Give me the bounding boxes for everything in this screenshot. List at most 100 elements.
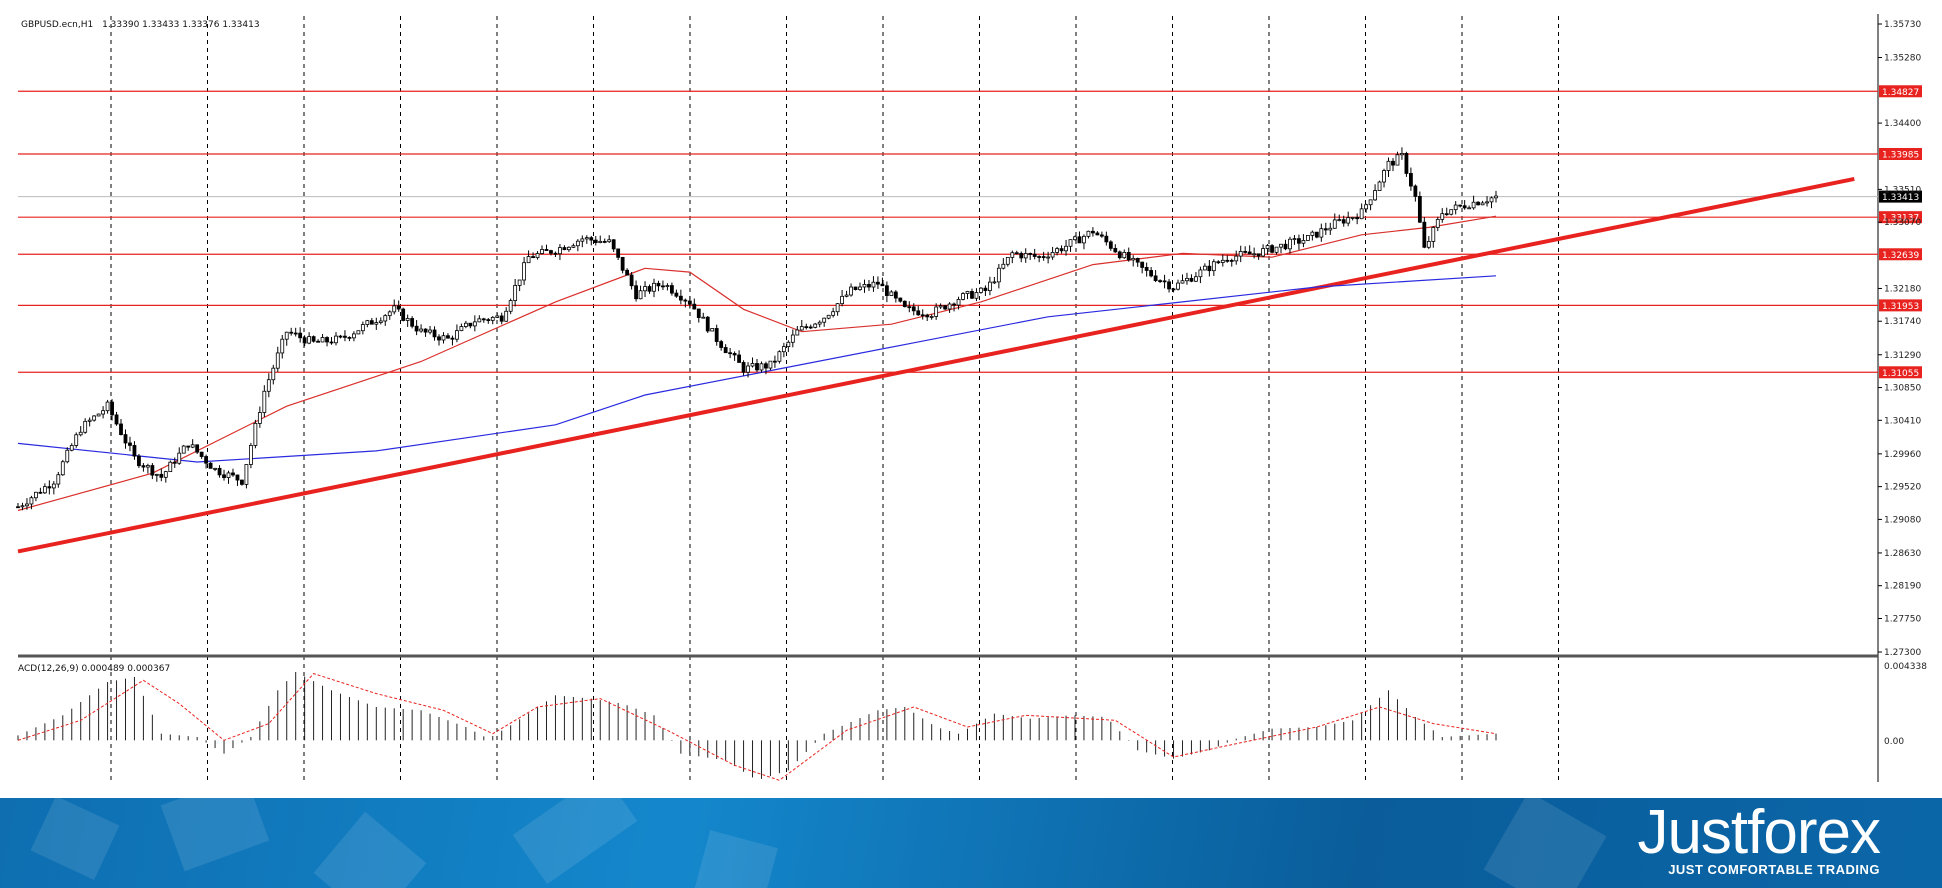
candle-body bbox=[186, 445, 191, 448]
candle-body bbox=[1449, 209, 1454, 215]
candle-body bbox=[1431, 227, 1436, 242]
trendline[interactable] bbox=[17, 176, 1855, 554]
candle-body bbox=[365, 320, 370, 325]
candle-body bbox=[822, 317, 827, 323]
candle-body bbox=[544, 249, 549, 251]
brand-logo: Justforex JUST COMFORTABLE TRADING bbox=[1637, 800, 1881, 878]
macd-panel bbox=[17, 671, 1497, 781]
candle-body bbox=[1279, 243, 1283, 248]
candle-body bbox=[1426, 241, 1431, 248]
candle-body bbox=[168, 461, 173, 473]
candle-body bbox=[25, 503, 29, 507]
candle-body bbox=[558, 247, 562, 255]
candle-body bbox=[611, 239, 616, 250]
candle-body bbox=[329, 341, 334, 344]
candle-body bbox=[316, 340, 320, 343]
candle-body bbox=[1135, 257, 1140, 263]
candle-body bbox=[893, 291, 898, 299]
candle-body bbox=[916, 310, 921, 316]
vertical-grid bbox=[18, 14, 1879, 782]
candle-body bbox=[378, 320, 383, 323]
candle-body bbox=[1261, 248, 1266, 257]
candle-body bbox=[459, 326, 464, 332]
candle-body bbox=[992, 281, 997, 284]
candle-body bbox=[1211, 261, 1216, 272]
candle-body bbox=[710, 328, 715, 332]
candle-body bbox=[862, 283, 867, 288]
candle-body bbox=[145, 465, 150, 468]
candle-body bbox=[884, 285, 889, 296]
candle-body bbox=[128, 442, 132, 446]
candle-body bbox=[956, 299, 961, 306]
candle-body bbox=[83, 420, 88, 433]
candle-body bbox=[240, 479, 244, 485]
level-price-box bbox=[1879, 366, 1922, 379]
candle-body bbox=[1082, 235, 1086, 244]
candle-body bbox=[683, 299, 688, 302]
candle-body bbox=[849, 286, 853, 296]
candle-body bbox=[1198, 269, 1203, 278]
y-tick-label: 1.30410 bbox=[1884, 416, 1921, 426]
candle-body bbox=[195, 444, 200, 453]
candle-body bbox=[1055, 248, 1059, 253]
candle-body bbox=[719, 341, 724, 348]
candle-body bbox=[1001, 263, 1006, 269]
candle-body bbox=[419, 328, 423, 332]
candle-body bbox=[795, 329, 800, 336]
candle-body bbox=[325, 337, 329, 343]
candle-body bbox=[925, 314, 930, 318]
macd-top-label: 0.004338 bbox=[1884, 662, 1927, 672]
candle-body bbox=[826, 314, 831, 319]
candle-body bbox=[1194, 276, 1198, 282]
candle-body bbox=[728, 352, 733, 355]
candle-body bbox=[535, 253, 540, 259]
candle-body bbox=[1068, 239, 1073, 247]
candle-body bbox=[746, 365, 750, 373]
candle-body bbox=[1328, 227, 1333, 231]
candle-body bbox=[1050, 252, 1055, 258]
candle-body bbox=[1256, 253, 1261, 257]
candle-body bbox=[307, 336, 312, 344]
candle-body bbox=[804, 326, 809, 329]
candle-body bbox=[132, 445, 137, 457]
candle-body bbox=[952, 303, 956, 306]
candle-body bbox=[705, 316, 710, 332]
candle-body bbox=[244, 464, 249, 485]
candle-body bbox=[517, 279, 522, 286]
price-axis[interactable]: 1.35730 1.35280 1.34400 1.33510 1.33070 1.321… bbox=[1878, 20, 1921, 658]
candle-body bbox=[1216, 261, 1221, 264]
candle-body bbox=[1095, 232, 1100, 236]
candle-body bbox=[1494, 195, 1498, 199]
candle-body bbox=[871, 281, 876, 288]
current-price-label: 1.33413 bbox=[1882, 193, 1919, 203]
level-price-label: 1.33985 bbox=[1882, 150, 1919, 160]
candle-body bbox=[1444, 213, 1449, 216]
candle-body bbox=[844, 294, 849, 297]
candle-body bbox=[481, 318, 486, 321]
candle-body bbox=[20, 505, 25, 508]
candle-body bbox=[208, 462, 213, 469]
y-tick-label: 1.28630 bbox=[1884, 549, 1921, 559]
candle-body bbox=[1301, 240, 1306, 244]
candle-body bbox=[446, 335, 450, 339]
candle-body bbox=[876, 281, 880, 285]
candle-body bbox=[1355, 217, 1360, 220]
candle-body bbox=[911, 306, 916, 312]
candle-body bbox=[652, 282, 656, 292]
candle-body bbox=[661, 285, 665, 288]
candle-body bbox=[181, 445, 186, 454]
candle-body bbox=[1247, 251, 1252, 255]
candle-body bbox=[1400, 153, 1404, 156]
symbol-header: GBPUSD.ecn,H1 1.33390 1.33433 1.33376 1.… bbox=[21, 20, 260, 30]
candle-body bbox=[1117, 251, 1122, 259]
candle-body bbox=[213, 467, 217, 470]
banner-shape bbox=[512, 798, 638, 885]
candle-body bbox=[920, 314, 925, 317]
candle-body bbox=[1023, 253, 1028, 259]
candle-body bbox=[1270, 245, 1274, 253]
candle-body bbox=[808, 326, 813, 329]
candle-body bbox=[987, 281, 992, 292]
level-price-box bbox=[1879, 147, 1922, 160]
candle-body bbox=[831, 311, 836, 316]
